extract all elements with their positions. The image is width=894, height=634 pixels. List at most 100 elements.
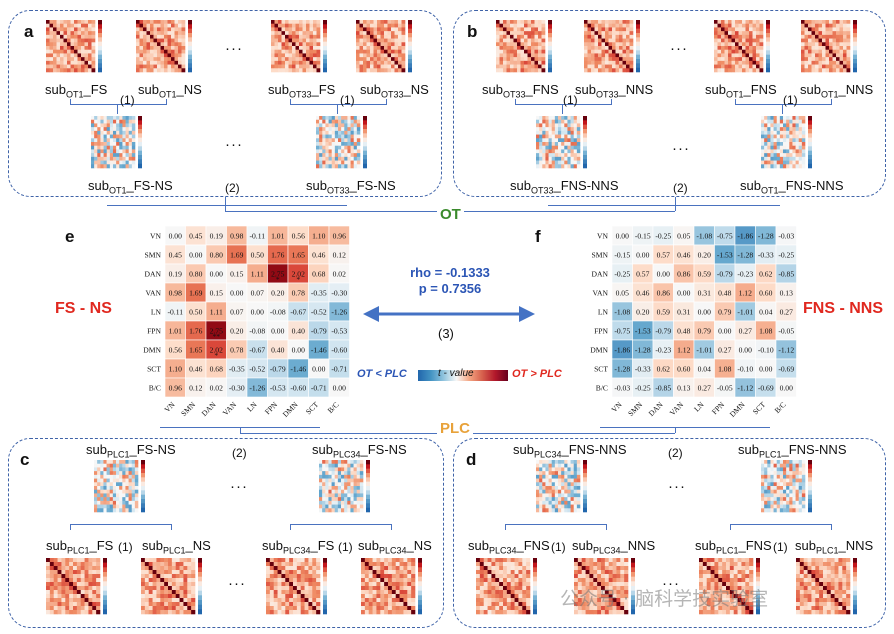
mini-cell	[134, 500, 139, 505]
mini-cell	[499, 602, 504, 607]
mini-cell	[178, 46, 182, 51]
mini-cell	[331, 116, 336, 121]
mini-cell	[510, 574, 515, 579]
mini-cell	[564, 160, 568, 165]
mini-cell	[759, 42, 764, 47]
mini-cell	[281, 46, 286, 51]
mini-cell	[338, 134, 342, 139]
cell-value: 1.12	[677, 346, 690, 355]
mini-cell	[84, 46, 89, 51]
mini-cell	[141, 578, 146, 583]
mini-cell	[119, 500, 123, 505]
mini-cell	[322, 123, 326, 128]
mini-cell	[277, 566, 282, 571]
mini-cell	[561, 130, 565, 135]
mini-cell	[825, 46, 830, 51]
mini-cell	[131, 493, 136, 498]
mini-cell	[65, 574, 70, 579]
mini-cell	[148, 594, 153, 599]
mini-cell	[76, 606, 82, 611]
mini-cell	[356, 53, 360, 58]
mini-cell	[370, 60, 374, 65]
mini-cell	[274, 23, 279, 28]
mini-cell	[277, 562, 282, 567]
mini-colorbar	[408, 24, 412, 29]
mini-cell	[714, 23, 718, 28]
mini-cell	[152, 566, 157, 571]
mini-cell	[278, 23, 282, 28]
mini-cell	[63, 27, 68, 32]
mini-cell	[759, 34, 764, 39]
mini-cell	[735, 49, 739, 54]
mini-cell	[373, 64, 378, 69]
mini-cell	[359, 53, 364, 58]
mini-cell	[304, 602, 309, 607]
mini-cell	[591, 68, 595, 73]
mini-colorbar	[198, 604, 202, 610]
mini-cell	[749, 34, 753, 39]
mini-cell	[786, 467, 790, 472]
mini-cell	[839, 23, 844, 28]
mini-cell	[150, 57, 154, 62]
mini-cell	[608, 46, 613, 51]
mini-cell	[542, 160, 546, 165]
mini-cell	[839, 34, 844, 39]
mini-cell	[88, 582, 93, 587]
mini-cell	[285, 27, 289, 32]
mini-colorbar	[408, 41, 412, 47]
mini-cell	[742, 46, 746, 51]
mini-cell	[359, 64, 364, 69]
mini-cell	[761, 508, 765, 513]
mini-cell	[585, 578, 590, 583]
mini-cell	[399, 586, 404, 591]
mini-cell	[347, 149, 351, 154]
mini-cell	[764, 153, 768, 158]
mini-cell	[789, 134, 793, 139]
mini-cell	[160, 602, 165, 607]
mini-cell	[527, 38, 532, 43]
mini-colorbar	[323, 41, 327, 47]
mini-cell	[160, 64, 165, 69]
cell-value: 0.60	[759, 289, 772, 298]
mini-cell	[76, 566, 82, 571]
mini-cell	[524, 53, 528, 58]
mini-cell	[531, 20, 535, 25]
mini-cell	[292, 31, 296, 36]
mini-cell	[770, 123, 774, 128]
mini-cell	[411, 582, 416, 587]
mini-cell	[171, 586, 177, 591]
mini-cell	[109, 463, 114, 468]
mini-cell	[277, 610, 282, 615]
mini-cell	[731, 49, 736, 54]
mini-cell	[63, 23, 68, 28]
mini-cell	[714, 53, 718, 58]
mini-cell	[100, 467, 104, 472]
mini-cell	[366, 38, 371, 43]
mini-cell	[548, 127, 553, 132]
mini-cell	[347, 482, 351, 487]
mini-colorbar	[636, 37, 640, 42]
mini-cell	[626, 53, 630, 58]
mini-cell	[373, 53, 378, 58]
cell-value: 0.56	[169, 346, 182, 355]
mini-cell	[271, 23, 275, 28]
mini-colorbar	[583, 486, 587, 491]
mini-cell	[308, 590, 313, 595]
mini-cell	[499, 53, 504, 58]
mini-colorbar	[583, 507, 587, 513]
mini-cell	[514, 578, 519, 583]
mini-colorbar	[418, 586, 422, 591]
cell-value: 0.80	[189, 270, 202, 279]
mini-cell	[551, 127, 556, 132]
mini-cell	[786, 134, 790, 139]
mini-cell	[570, 497, 575, 502]
mini-cell	[119, 127, 123, 132]
mini-cell	[786, 153, 790, 158]
mini-cell	[53, 610, 58, 615]
mini-cell	[73, 606, 78, 611]
mini-cell	[94, 149, 98, 154]
cell-value: 0.86	[677, 270, 690, 279]
mini-cell	[846, 46, 851, 51]
mini-cell	[100, 156, 104, 161]
mini-cell	[619, 68, 623, 73]
